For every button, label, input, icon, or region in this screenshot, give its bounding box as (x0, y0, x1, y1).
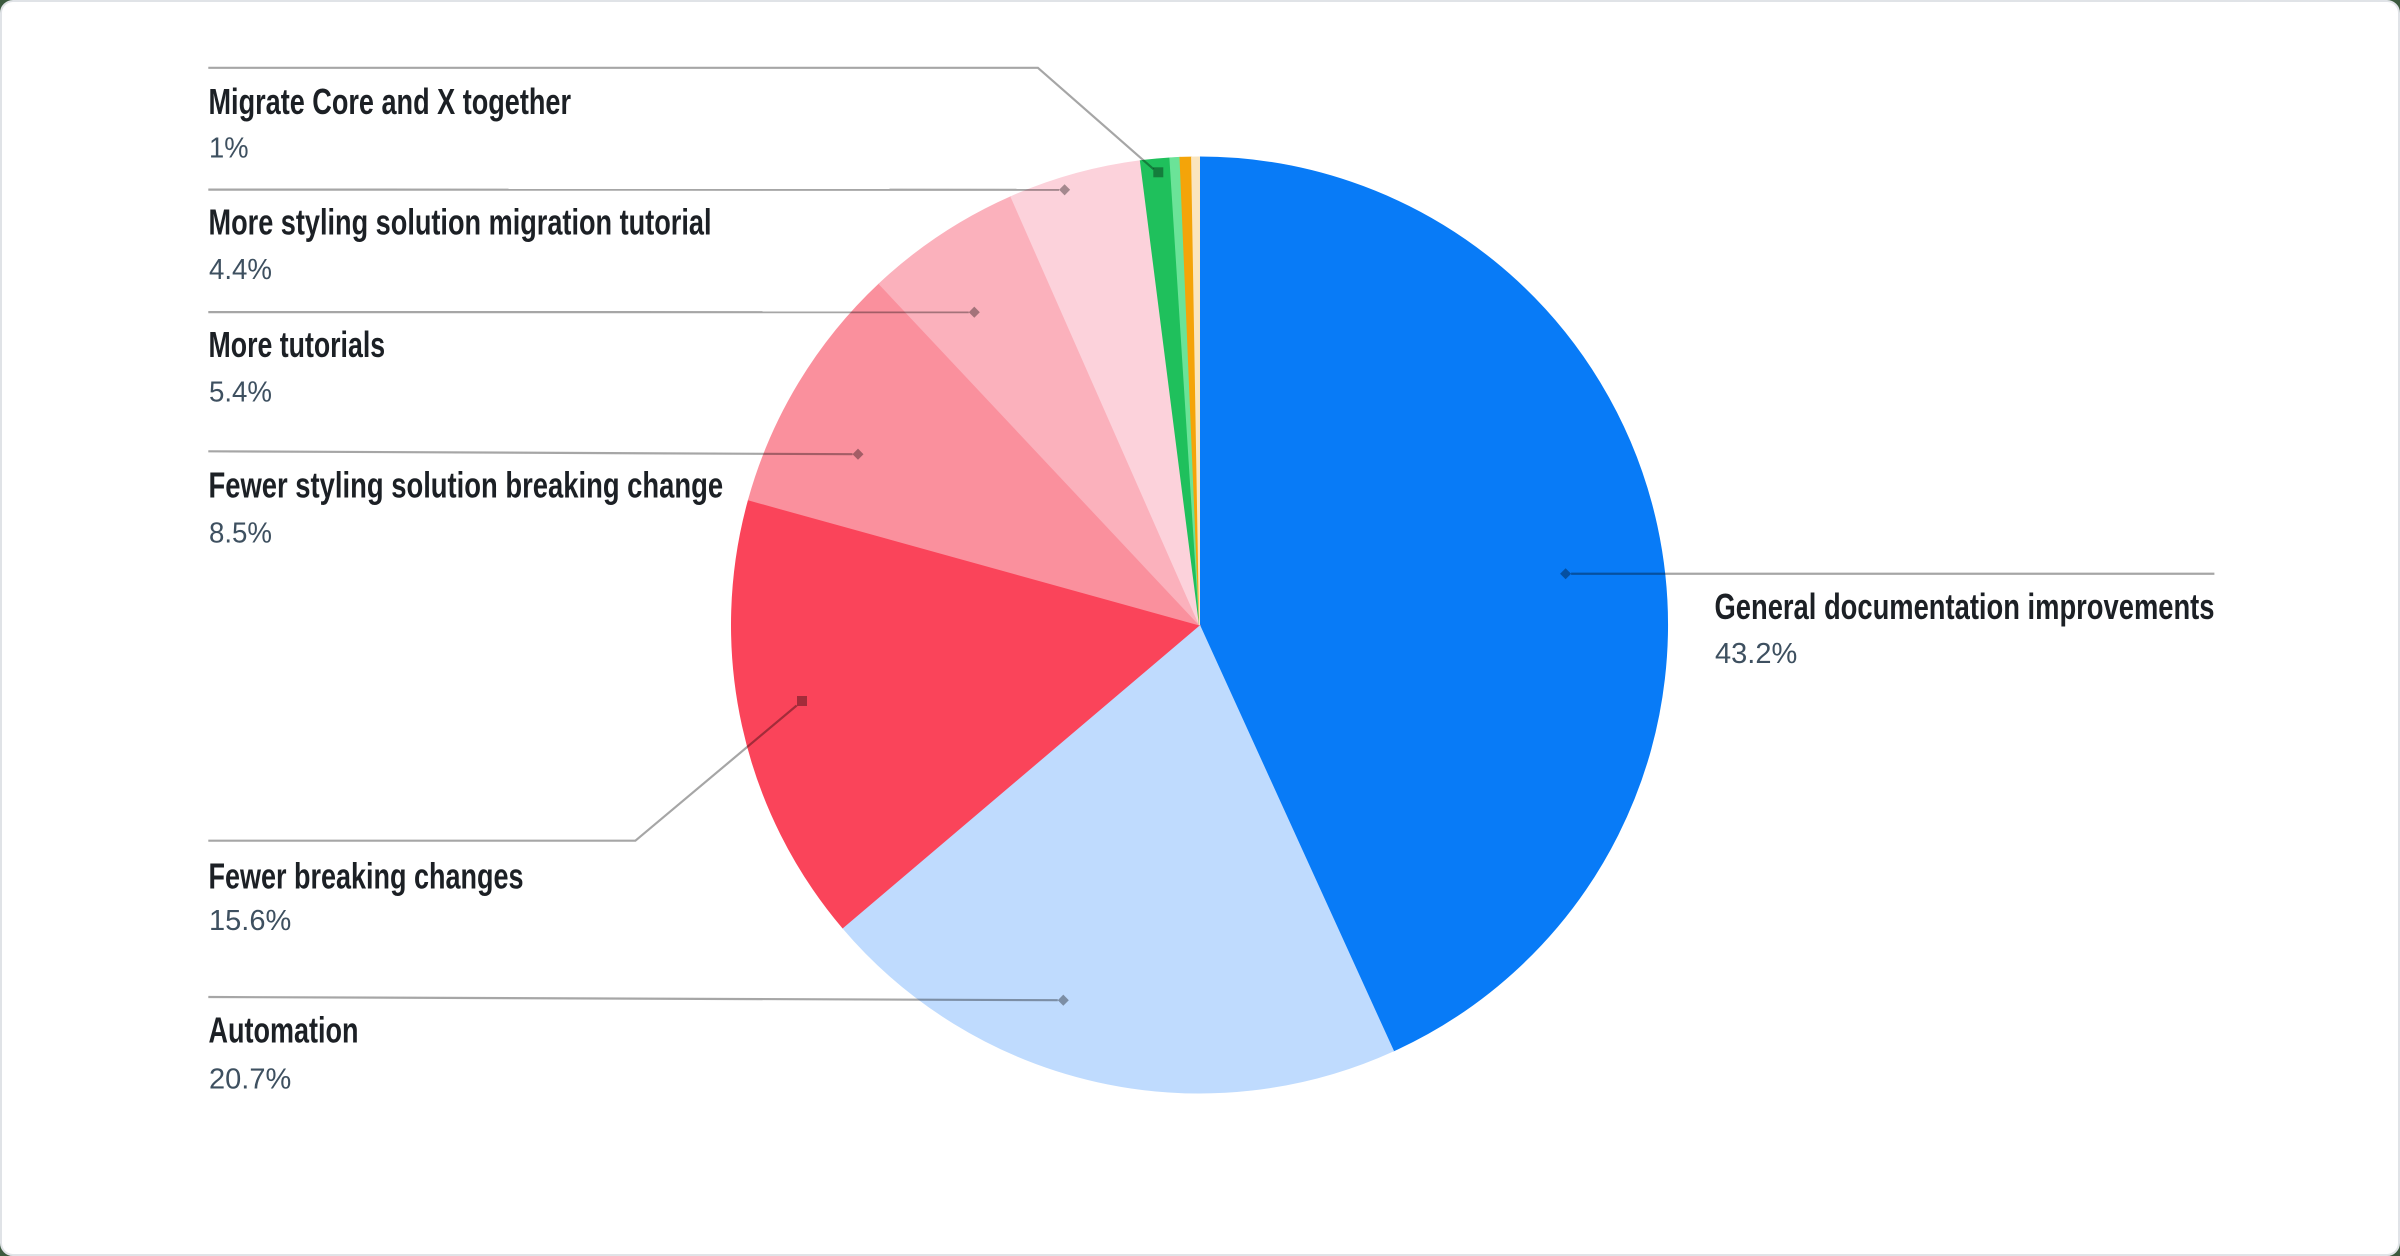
svg-text:5.4%: 5.4% (209, 377, 272, 409)
svg-text:1%: 1% (209, 132, 249, 164)
svg-text:4.4%: 4.4% (209, 254, 272, 286)
svg-text:More styling solution migratio: More styling solution migration tutorial (209, 202, 712, 243)
svg-text:8.5%: 8.5% (209, 517, 272, 549)
svg-text:43.2%: 43.2% (1715, 638, 1797, 670)
svg-text:More tutorials: More tutorials (209, 324, 386, 365)
svg-text:Fewer styling solution breakin: Fewer styling solution breaking change (209, 465, 724, 506)
svg-text:Automation: Automation (209, 1010, 359, 1051)
svg-text:20.7%: 20.7% (209, 1063, 291, 1095)
svg-text:General documentation improvem: General documentation improvements (1715, 586, 2215, 627)
svg-text:15.6%: 15.6% (209, 905, 291, 937)
svg-text:Fewer breaking changes: Fewer breaking changes (209, 855, 524, 896)
svg-text:Migrate Core and X together: Migrate Core and X together (209, 81, 572, 122)
